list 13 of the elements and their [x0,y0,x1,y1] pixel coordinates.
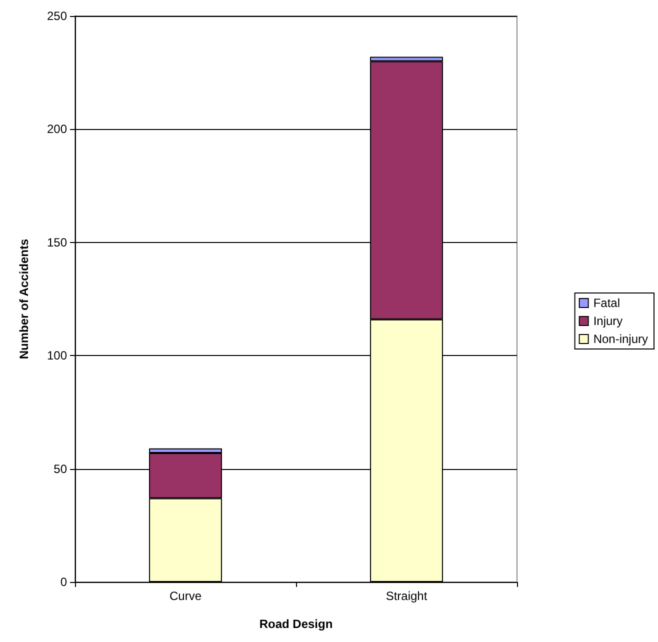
y-axis-title: Number of Accidents [17,238,31,360]
y-tick-label: 50 [54,462,68,476]
y-tick-label: 0 [60,575,68,589]
x-tick-label: Curve [169,589,202,603]
legend-label: Fatal [593,296,620,310]
y-tick-label: 250 [46,9,68,23]
y-tick-label: 150 [46,235,68,250]
y-tick-label: 200 [46,122,68,136]
legend-label: Non-injury [593,332,648,346]
x-axis-title: Road Design [259,617,333,631]
legend-label: Injury [593,314,623,328]
x-tick-label: Straight [386,589,428,603]
y-tick-label: 100 [46,348,68,363]
